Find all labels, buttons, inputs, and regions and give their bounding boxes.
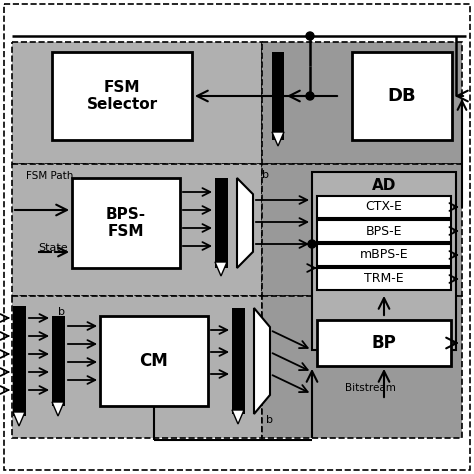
Bar [272, 52, 284, 140]
Bar [52, 52, 192, 140]
Circle shape [306, 32, 314, 40]
Text: b: b [262, 170, 269, 180]
Text: CTX-E: CTX-E [365, 201, 402, 213]
Bar [317, 220, 451, 242]
Text: b: b [266, 415, 273, 425]
Text: Bitstream: Bitstream [345, 383, 395, 393]
Text: AD: AD [372, 179, 396, 193]
Text: TRM-E: TRM-E [364, 273, 404, 285]
Circle shape [308, 240, 316, 248]
Text: FSM Path: FSM Path [27, 171, 73, 181]
Bar [232, 308, 245, 414]
Circle shape [306, 92, 314, 100]
Text: DB: DB [388, 87, 416, 105]
Bar [317, 196, 451, 218]
Bar [100, 316, 208, 406]
Text: BPS-
FSM: BPS- FSM [106, 207, 146, 239]
Polygon shape [272, 132, 284, 146]
Text: BPS-E: BPS-E [366, 225, 402, 237]
Bar [12, 164, 262, 296]
Bar [262, 164, 462, 296]
Polygon shape [13, 412, 25, 426]
Text: b: b [58, 307, 65, 317]
Bar [12, 42, 262, 164]
Bar [352, 52, 452, 140]
Bar [52, 316, 65, 406]
Text: CM: CM [140, 352, 168, 370]
Polygon shape [254, 308, 270, 414]
Bar [13, 306, 26, 416]
Bar [262, 296, 462, 438]
Bar [317, 244, 451, 266]
Text: BP: BP [372, 334, 396, 352]
Text: FSM
Selector: FSM Selector [86, 80, 157, 112]
Polygon shape [232, 410, 244, 424]
Polygon shape [52, 402, 64, 416]
Bar [317, 268, 451, 290]
Polygon shape [215, 262, 227, 276]
Text: mBPS-E: mBPS-E [360, 248, 408, 262]
Text: State: State [38, 243, 68, 253]
Bar [317, 320, 451, 366]
Bar [262, 42, 462, 164]
Bar [12, 296, 262, 438]
Polygon shape [237, 178, 253, 268]
Bar [215, 178, 228, 268]
Bar [72, 178, 180, 268]
Bar [312, 172, 456, 350]
